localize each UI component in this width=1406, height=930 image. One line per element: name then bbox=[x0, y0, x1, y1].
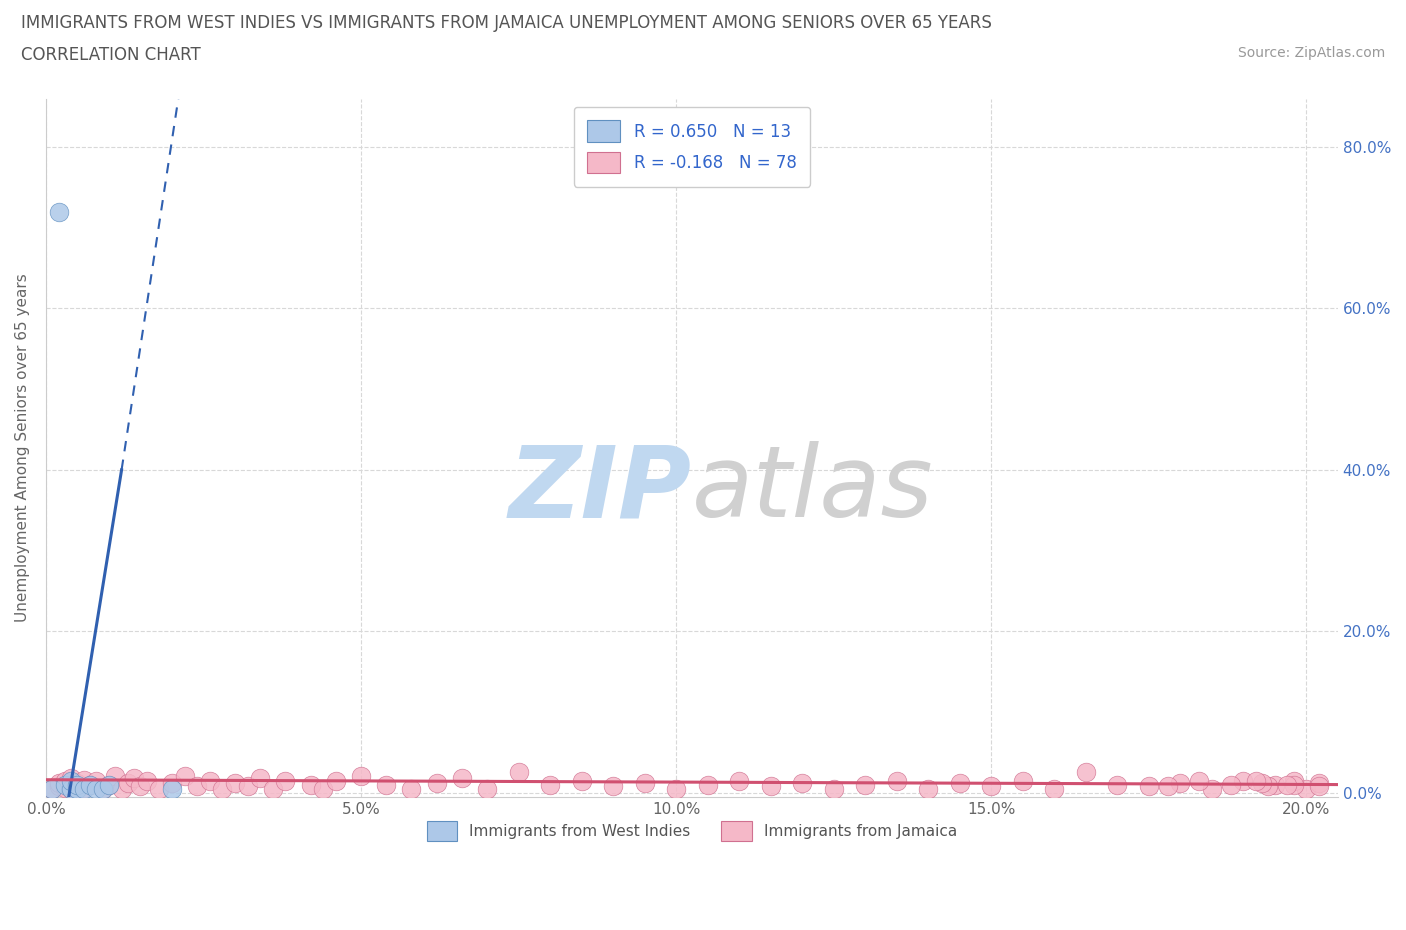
Point bbox=[450, 771, 472, 786]
Point bbox=[1264, 777, 1286, 792]
Point bbox=[538, 777, 561, 792]
Point bbox=[1011, 773, 1033, 788]
Point bbox=[249, 771, 271, 786]
Text: atlas: atlas bbox=[692, 441, 934, 538]
Point bbox=[1295, 781, 1317, 796]
Point bbox=[633, 776, 655, 790]
Point bbox=[728, 773, 751, 788]
Point bbox=[79, 777, 101, 792]
Point bbox=[1156, 778, 1178, 793]
Point bbox=[48, 778, 70, 793]
Point bbox=[886, 773, 908, 788]
Point bbox=[41, 781, 63, 796]
Point bbox=[1188, 773, 1211, 788]
Point bbox=[48, 205, 70, 219]
Point bbox=[160, 776, 183, 790]
Point bbox=[262, 781, 284, 796]
Point bbox=[86, 781, 108, 796]
Point bbox=[1257, 778, 1279, 793]
Point bbox=[66, 777, 89, 792]
Point bbox=[1308, 776, 1330, 790]
Point bbox=[91, 781, 114, 796]
Point bbox=[1168, 776, 1191, 790]
Point bbox=[299, 777, 322, 792]
Point bbox=[948, 776, 970, 790]
Point bbox=[325, 773, 347, 788]
Point bbox=[236, 778, 259, 793]
Point bbox=[853, 777, 876, 792]
Point bbox=[312, 781, 335, 796]
Point bbox=[1282, 777, 1305, 792]
Point bbox=[980, 778, 1002, 793]
Point bbox=[66, 781, 89, 796]
Text: CORRELATION CHART: CORRELATION CHART bbox=[21, 46, 201, 64]
Point bbox=[53, 774, 76, 789]
Y-axis label: Unemployment Among Seniors over 65 years: Unemployment Among Seniors over 65 years bbox=[15, 273, 30, 622]
Point bbox=[104, 769, 127, 784]
Point bbox=[53, 777, 76, 792]
Text: IMMIGRANTS FROM WEST INDIES VS IMMIGRANTS FROM JAMAICA UNEMPLOYMENT AMONG SENIOR: IMMIGRANTS FROM WEST INDIES VS IMMIGRANT… bbox=[21, 14, 993, 32]
Point bbox=[110, 781, 132, 796]
Point bbox=[759, 778, 782, 793]
Point bbox=[148, 781, 170, 796]
Point bbox=[1232, 773, 1254, 788]
Text: Source: ZipAtlas.com: Source: ZipAtlas.com bbox=[1237, 46, 1385, 60]
Legend: Immigrants from West Indies, Immigrants from Jamaica: Immigrants from West Indies, Immigrants … bbox=[419, 814, 965, 848]
Point bbox=[117, 776, 139, 790]
Point bbox=[98, 777, 121, 792]
Point bbox=[823, 781, 845, 796]
Point bbox=[211, 781, 233, 796]
Point bbox=[375, 777, 398, 792]
Point bbox=[66, 781, 89, 796]
Point bbox=[86, 773, 108, 788]
Point bbox=[73, 780, 96, 795]
Point bbox=[401, 781, 423, 796]
Point bbox=[60, 771, 83, 786]
Point bbox=[602, 778, 624, 793]
Point bbox=[135, 773, 157, 788]
Point bbox=[122, 771, 145, 786]
Point bbox=[1244, 773, 1267, 788]
Point bbox=[508, 765, 530, 780]
Point bbox=[1074, 765, 1097, 780]
Point bbox=[60, 773, 83, 788]
Point bbox=[91, 781, 114, 796]
Point bbox=[79, 777, 101, 792]
Point bbox=[186, 778, 208, 793]
Point bbox=[1137, 778, 1160, 793]
Point bbox=[129, 778, 152, 793]
Point bbox=[53, 780, 76, 795]
Point bbox=[665, 781, 688, 796]
Point bbox=[1219, 777, 1241, 792]
Point bbox=[917, 781, 939, 796]
Point bbox=[160, 781, 183, 796]
Point bbox=[224, 776, 246, 790]
Point bbox=[66, 776, 89, 790]
Point bbox=[60, 781, 83, 796]
Point bbox=[571, 773, 593, 788]
Point bbox=[1043, 781, 1066, 796]
Point bbox=[475, 781, 498, 796]
Point bbox=[350, 769, 373, 784]
Point bbox=[98, 777, 121, 792]
Point bbox=[1251, 776, 1274, 790]
Point bbox=[73, 781, 96, 796]
Point bbox=[198, 773, 221, 788]
Point bbox=[1308, 778, 1330, 793]
Point bbox=[274, 773, 297, 788]
Point bbox=[1201, 781, 1223, 796]
Point bbox=[60, 781, 83, 796]
Text: ZIP: ZIP bbox=[509, 441, 692, 538]
Point bbox=[1282, 773, 1305, 788]
Point bbox=[1107, 777, 1129, 792]
Point bbox=[41, 781, 63, 796]
Point bbox=[73, 772, 96, 787]
Point bbox=[790, 776, 813, 790]
Point bbox=[1277, 777, 1299, 792]
Point bbox=[48, 776, 70, 790]
Point bbox=[696, 777, 718, 792]
Point bbox=[173, 769, 195, 784]
Point bbox=[426, 776, 449, 790]
